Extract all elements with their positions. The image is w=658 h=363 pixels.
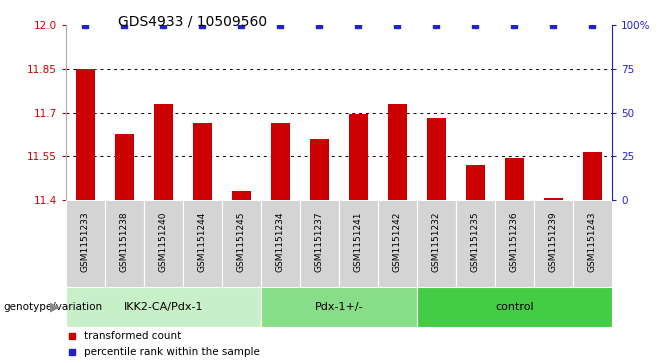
- Bar: [456, 200, 495, 287]
- Text: GSM1151233: GSM1151233: [81, 211, 89, 272]
- Bar: [232, 191, 251, 200]
- Text: GSM1151237: GSM1151237: [315, 211, 324, 272]
- Text: ▶: ▶: [49, 300, 59, 313]
- Bar: [114, 134, 134, 200]
- Bar: [417, 287, 612, 327]
- Bar: [378, 200, 417, 287]
- Bar: [310, 139, 329, 200]
- Text: GSM1151238: GSM1151238: [120, 211, 129, 272]
- Bar: [66, 287, 261, 327]
- Text: transformed count: transformed count: [84, 331, 181, 341]
- Text: IKK2-CA/Pdx-1: IKK2-CA/Pdx-1: [124, 302, 203, 312]
- Bar: [534, 200, 573, 287]
- Text: GSM1151243: GSM1151243: [588, 211, 597, 272]
- Text: GSM1151234: GSM1151234: [276, 211, 285, 272]
- Bar: [544, 198, 563, 200]
- Bar: [193, 123, 212, 200]
- Bar: [76, 69, 95, 200]
- Bar: [300, 200, 339, 287]
- Text: GSM1151235: GSM1151235: [471, 211, 480, 272]
- Text: GSM1151236: GSM1151236: [510, 211, 519, 272]
- Bar: [66, 200, 105, 287]
- Bar: [339, 200, 378, 287]
- Bar: [222, 200, 261, 287]
- Text: GSM1151242: GSM1151242: [393, 211, 402, 272]
- Bar: [153, 104, 173, 200]
- Text: GSM1151241: GSM1151241: [354, 211, 363, 272]
- Text: genotype/variation: genotype/variation: [3, 302, 103, 312]
- Text: GSM1151244: GSM1151244: [198, 211, 207, 272]
- Bar: [495, 200, 534, 287]
- Text: GDS4933 / 10509560: GDS4933 / 10509560: [118, 15, 268, 29]
- Bar: [261, 200, 300, 287]
- Text: GSM1151232: GSM1151232: [432, 211, 441, 272]
- Text: Pdx-1+/-: Pdx-1+/-: [315, 302, 363, 312]
- Text: GSM1151245: GSM1151245: [237, 211, 246, 272]
- Bar: [105, 200, 144, 287]
- Text: GSM1151240: GSM1151240: [159, 211, 168, 272]
- Text: GSM1151239: GSM1151239: [549, 211, 558, 272]
- Bar: [349, 114, 368, 200]
- Bar: [505, 158, 524, 200]
- Bar: [466, 165, 485, 200]
- Bar: [426, 118, 446, 200]
- Bar: [183, 200, 222, 287]
- Bar: [573, 200, 612, 287]
- Bar: [270, 123, 290, 200]
- Text: percentile rank within the sample: percentile rank within the sample: [84, 347, 260, 357]
- Bar: [261, 287, 417, 327]
- Text: control: control: [495, 302, 534, 312]
- Bar: [388, 104, 407, 200]
- Bar: [144, 200, 183, 287]
- Bar: [417, 200, 456, 287]
- Bar: [583, 152, 602, 200]
